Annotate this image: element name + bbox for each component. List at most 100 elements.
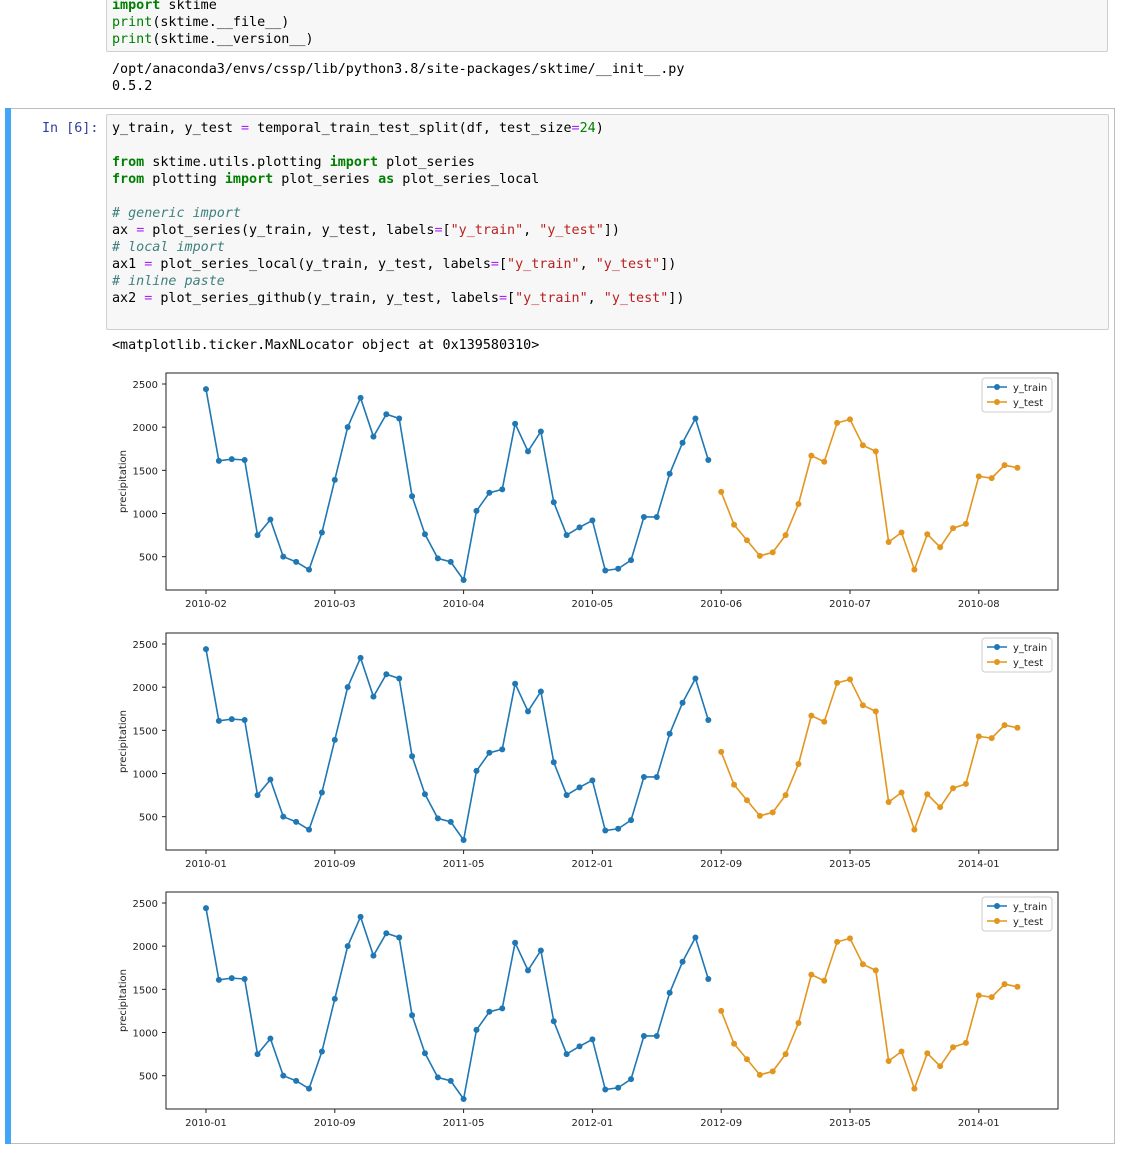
data-point <box>615 1084 622 1091</box>
code-token: = <box>241 121 250 136</box>
y-axis-label: precipitation <box>118 710 129 773</box>
data-point <box>499 1005 506 1012</box>
code-line: ax1 = plot_series_local(y_train, y_test,… <box>112 257 676 272</box>
code-token: plot_series_github(y_train, y_test, labe… <box>152 291 499 306</box>
x-tick-label: 2012-09 <box>700 859 742 870</box>
data-point <box>950 785 957 792</box>
previous-output-path: /opt/anaconda3/envs/cssp/lib/python3.8/s… <box>112 62 685 77</box>
data-point <box>937 1063 944 1070</box>
previous-code-cell[interactable] <box>106 0 1108 52</box>
code-token: temporal_train_test_split(df, test_size <box>249 121 572 136</box>
data-point <box>937 804 944 811</box>
code-line: ax = plot_series(y_train, y_test, labels… <box>112 223 620 238</box>
data-point <box>692 934 699 941</box>
data-point <box>318 789 325 796</box>
data-point <box>911 1085 918 1092</box>
data-point <box>924 1050 931 1057</box>
y-axis-label: precipitation <box>118 450 129 513</box>
data-point <box>847 676 853 683</box>
data-point <box>962 780 969 787</box>
data-point <box>370 433 377 440</box>
data-point <box>447 818 454 825</box>
code-line: from sktime.utils.plotting import plot_s… <box>112 155 475 170</box>
code-token: plot_series(y_train, y_test, labels <box>144 223 435 238</box>
legend-label: y_train <box>1013 643 1047 654</box>
code-token: = <box>434 223 443 238</box>
data-point <box>293 1077 300 1084</box>
data-point <box>357 394 364 401</box>
legend-marker <box>994 384 1000 390</box>
data-point <box>975 733 982 740</box>
x-tick-label: 2012-01 <box>572 859 614 870</box>
data-point <box>937 544 944 551</box>
data-point <box>576 784 583 791</box>
code-token: plot_series_local(y_train, y_test, label… <box>152 257 491 272</box>
y-tick-label: 500 <box>139 813 158 824</box>
data-point <box>396 934 403 941</box>
data-point <box>731 521 738 528</box>
code-token: as <box>378 172 395 187</box>
legend-marker <box>994 399 1000 405</box>
data-point <box>306 566 313 573</box>
x-tick-label: 2013-05 <box>829 859 871 870</box>
code-token: # generic import <box>112 206 241 221</box>
data-point <box>924 531 931 538</box>
data-point <box>267 776 274 783</box>
code-cell-input[interactable] <box>106 114 1109 330</box>
data-point <box>473 507 480 514</box>
x-tick-label: 2010-05 <box>572 599 614 610</box>
data-point <box>512 680 519 687</box>
data-point <box>1014 724 1021 731</box>
x-tick-label: 2010-09 <box>314 1118 356 1129</box>
data-point <box>640 1032 647 1039</box>
data-point <box>988 994 995 1001</box>
code-token: "y_test" <box>539 223 604 238</box>
data-point <box>383 411 390 418</box>
data-point <box>782 792 789 799</box>
data-point <box>473 1026 480 1033</box>
data-point <box>628 817 635 824</box>
data-point <box>241 456 248 463</box>
data-point <box>434 555 441 562</box>
data-point <box>628 1076 635 1083</box>
code-token: ax1 <box>112 257 145 272</box>
data-point <box>679 699 686 706</box>
code-token: sktime.utils.plotting <box>144 155 330 170</box>
data-point <box>885 799 892 806</box>
data-point <box>602 567 609 574</box>
data-point <box>769 549 776 556</box>
data-point <box>640 773 647 780</box>
x-tick-label: 2012-09 <box>700 1118 742 1129</box>
data-point <box>743 537 750 544</box>
data-point <box>975 473 982 480</box>
data-point <box>460 577 467 583</box>
data-point <box>821 458 828 465</box>
data-point <box>653 1032 660 1039</box>
x-tick-label: 2011-05 <box>443 859 485 870</box>
data-point <box>228 716 235 723</box>
selected-cell-indicator <box>5 108 11 1144</box>
code-token: = <box>136 223 145 238</box>
y-tick-label: 500 <box>139 1072 158 1083</box>
code-token: , <box>587 291 604 306</box>
code-token: import <box>112 0 161 13</box>
data-point <box>331 995 338 1002</box>
data-point <box>280 553 287 560</box>
data-point <box>743 797 750 804</box>
data-point <box>293 558 300 565</box>
code-token: = <box>144 257 153 272</box>
data-point <box>808 712 815 719</box>
code-line: from plotting import plot_series as plot… <box>112 172 539 187</box>
data-point <box>731 1040 738 1047</box>
code-token: plotting <box>144 172 225 187</box>
data-point <box>357 913 364 920</box>
code-token: # inline paste <box>112 274 225 289</box>
code-token: = <box>498 291 508 306</box>
data-point <box>666 470 673 477</box>
data-point <box>769 1068 776 1075</box>
y-tick-label: 1000 <box>133 1029 158 1040</box>
code-token: plot_series_local <box>394 172 540 187</box>
y-tick-label: 1000 <box>133 510 158 521</box>
data-point <box>370 693 377 700</box>
data-point <box>563 1051 570 1058</box>
